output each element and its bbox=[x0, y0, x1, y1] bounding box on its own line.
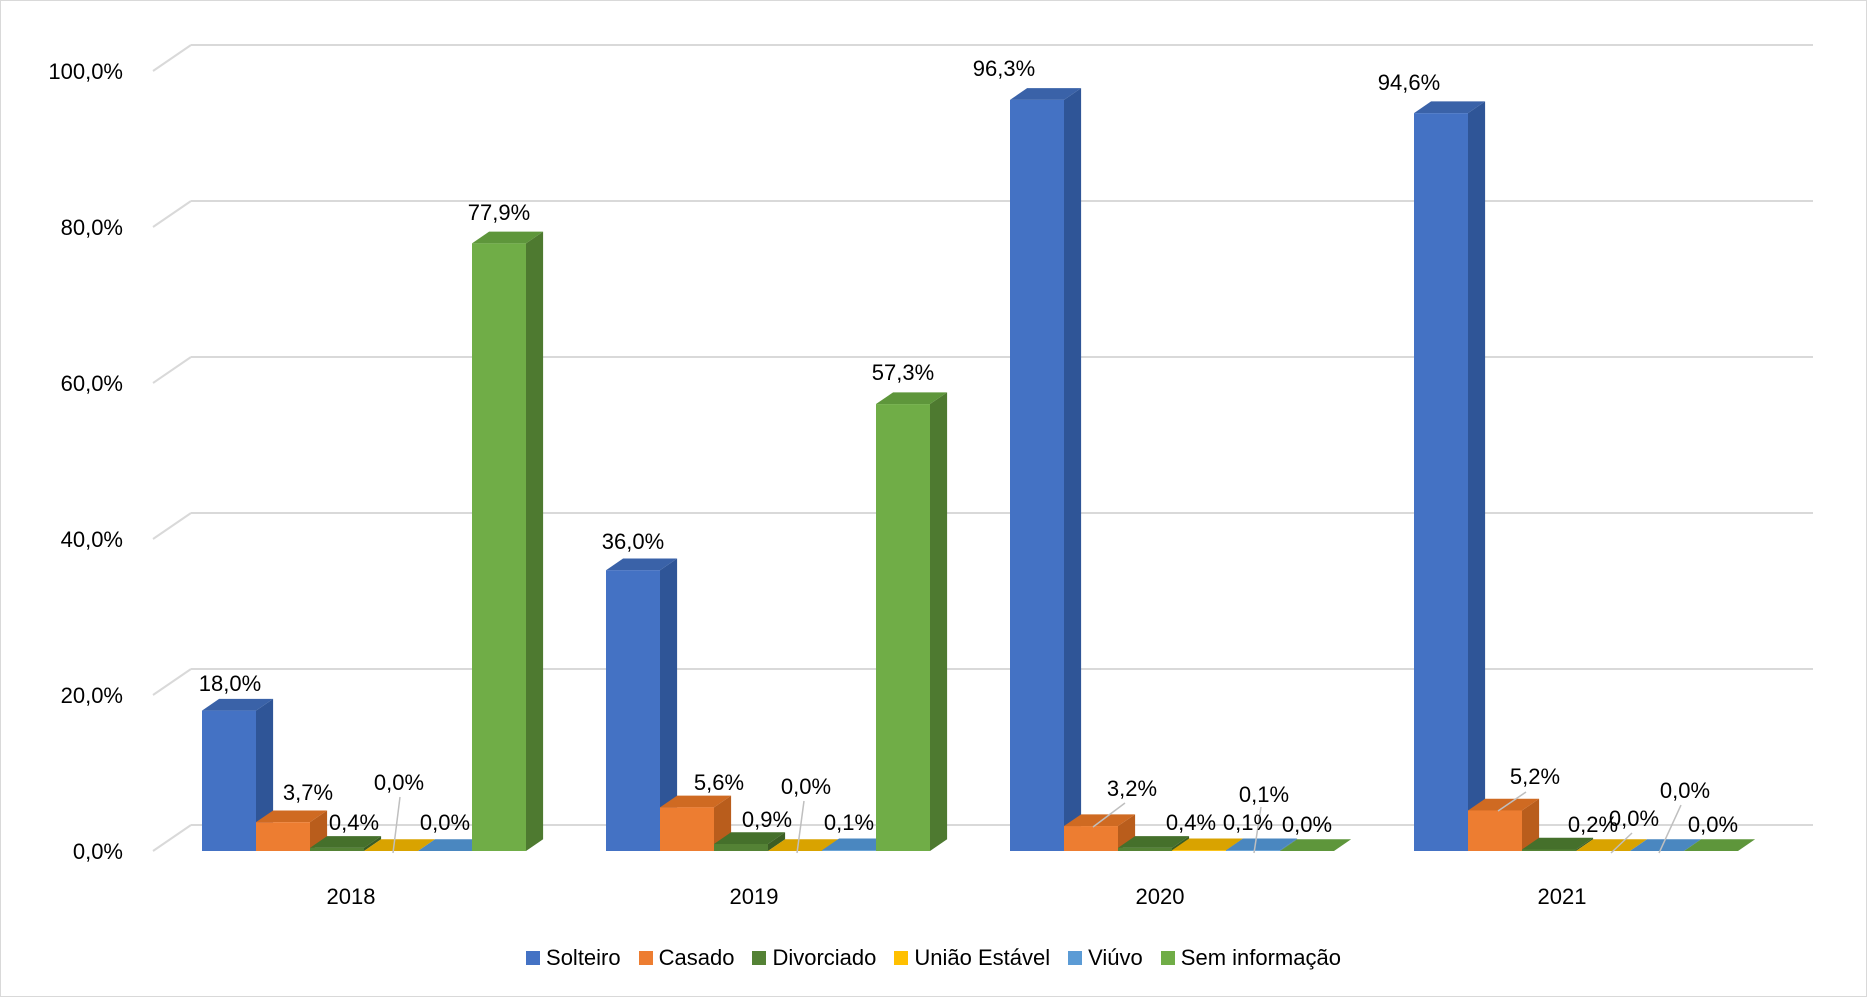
data-label-2019-5: 57,3% bbox=[872, 360, 934, 385]
data-label-2020-5: 0,0% bbox=[1282, 812, 1332, 837]
data-label-2019-1: 5,6% bbox=[694, 770, 744, 795]
data-label-2019-2: 0,9% bbox=[742, 807, 792, 832]
data-label-2020-0: 96,3% bbox=[973, 56, 1035, 81]
data-label-2020-4: 0,1% bbox=[1239, 782, 1289, 807]
bar-side bbox=[1468, 101, 1485, 851]
x-axis: 2018 2019 2020 2021 bbox=[327, 884, 1587, 909]
legend-item: Sem informação bbox=[1161, 945, 1341, 971]
legend-label: Viúvo bbox=[1088, 945, 1143, 971]
y-tick-label: 60,0% bbox=[61, 371, 123, 396]
bar-2018-5 bbox=[472, 232, 543, 851]
bar-front bbox=[310, 848, 364, 851]
legend-label: Sem informação bbox=[1181, 945, 1341, 971]
data-label-2018-3: 0,0% bbox=[374, 770, 424, 795]
legend-item: Viúvo bbox=[1068, 945, 1143, 971]
bars bbox=[202, 88, 1755, 851]
gridline-diagonal bbox=[153, 825, 191, 851]
bar-front bbox=[1226, 850, 1280, 851]
data-label-2018-5: 77,9% bbox=[468, 200, 530, 225]
bar-2020-0 bbox=[1010, 88, 1081, 851]
data-label-2021-5: 0,0% bbox=[1688, 812, 1738, 837]
data-label-2018-1: 3,7% bbox=[283, 780, 333, 805]
bar-front bbox=[1468, 810, 1522, 851]
gridline-diagonal bbox=[153, 45, 191, 71]
bar-front bbox=[876, 404, 930, 851]
legend-swatch bbox=[1161, 951, 1175, 965]
data-label-2018-2: 0,4% bbox=[329, 810, 379, 835]
gridline-diagonal bbox=[153, 669, 191, 695]
legend-swatch bbox=[639, 951, 653, 965]
legend-item: Casado bbox=[639, 945, 735, 971]
y-axis: 0,0% 20,0% 40,0% 60,0% 80,0% 100,0% bbox=[48, 59, 123, 864]
bar-front bbox=[256, 822, 310, 851]
x-tick-label: 2019 bbox=[730, 884, 779, 909]
data-label-2020-2: 0,4% bbox=[1166, 810, 1216, 835]
legend-label: União Estável bbox=[914, 945, 1050, 971]
legend-item: Divorciado bbox=[752, 945, 876, 971]
gridlines bbox=[153, 45, 1813, 851]
y-tick-label: 0,0% bbox=[73, 839, 123, 864]
data-label-2021-3: 0,0% bbox=[1609, 806, 1659, 831]
legend-label: Casado bbox=[659, 945, 735, 971]
bar-side bbox=[1064, 88, 1081, 851]
legend-label: Divorciado bbox=[772, 945, 876, 971]
bar-side bbox=[930, 392, 947, 851]
legend: Solteiro Casado Divorciado União Estável Viú… bbox=[1, 945, 1866, 971]
data-label-2018-0: 18,0% bbox=[199, 671, 261, 696]
gridline-diagonal bbox=[153, 201, 191, 227]
bar-front bbox=[606, 570, 660, 851]
bar-front bbox=[1010, 100, 1064, 851]
bar-front bbox=[1064, 826, 1118, 851]
gridline-diagonal bbox=[153, 513, 191, 539]
data-labels: 18,0% 36,0% 96,3% 94,6% 3,7% 5,6% 3,2% 5,2% 0,4%… bbox=[199, 56, 1738, 853]
legend-swatch bbox=[894, 951, 908, 965]
bar-front bbox=[822, 850, 876, 851]
data-label-2021-4: 0,0% bbox=[1660, 778, 1710, 803]
x-tick-label: 2021 bbox=[1538, 884, 1587, 909]
data-label-2020-1: 3,2% bbox=[1107, 776, 1157, 801]
bar-front bbox=[472, 243, 526, 851]
bar-front bbox=[1118, 848, 1172, 851]
data-label-2020-3: 0,1% bbox=[1223, 810, 1273, 835]
y-tick-label: 20,0% bbox=[61, 683, 123, 708]
bar-front bbox=[1172, 850, 1226, 851]
bar-front bbox=[202, 711, 256, 851]
y-tick-label: 40,0% bbox=[61, 527, 123, 552]
legend-item: Solteiro bbox=[526, 945, 621, 971]
bar-front bbox=[1522, 849, 1576, 851]
bar-front bbox=[660, 807, 714, 851]
data-label-2019-0: 36,0% bbox=[602, 529, 664, 554]
bar-side bbox=[526, 232, 543, 851]
data-label-2021-0: 94,6% bbox=[1378, 70, 1440, 95]
x-tick-label: 2018 bbox=[327, 884, 376, 909]
bar-front bbox=[714, 844, 768, 851]
legend-swatch bbox=[1068, 951, 1082, 965]
x-tick-label: 2020 bbox=[1136, 884, 1185, 909]
data-label-2019-4: 0,1% bbox=[824, 810, 874, 835]
bar-2021-0 bbox=[1414, 101, 1485, 851]
gridline-diagonal bbox=[153, 357, 191, 383]
data-label-2018-4: 0,0% bbox=[420, 810, 470, 835]
data-label-2019-3: 0,0% bbox=[781, 774, 831, 799]
y-tick-label: 100,0% bbox=[48, 59, 123, 84]
bar-front bbox=[1414, 113, 1468, 851]
legend-item: União Estável bbox=[894, 945, 1050, 971]
legend-swatch bbox=[526, 951, 540, 965]
legend-swatch bbox=[752, 951, 766, 965]
bar-2019-5 bbox=[876, 392, 947, 851]
y-tick-label: 80,0% bbox=[61, 215, 123, 240]
data-label-2021-1: 5,2% bbox=[1510, 764, 1560, 789]
legend-label: Solteiro bbox=[546, 945, 621, 971]
